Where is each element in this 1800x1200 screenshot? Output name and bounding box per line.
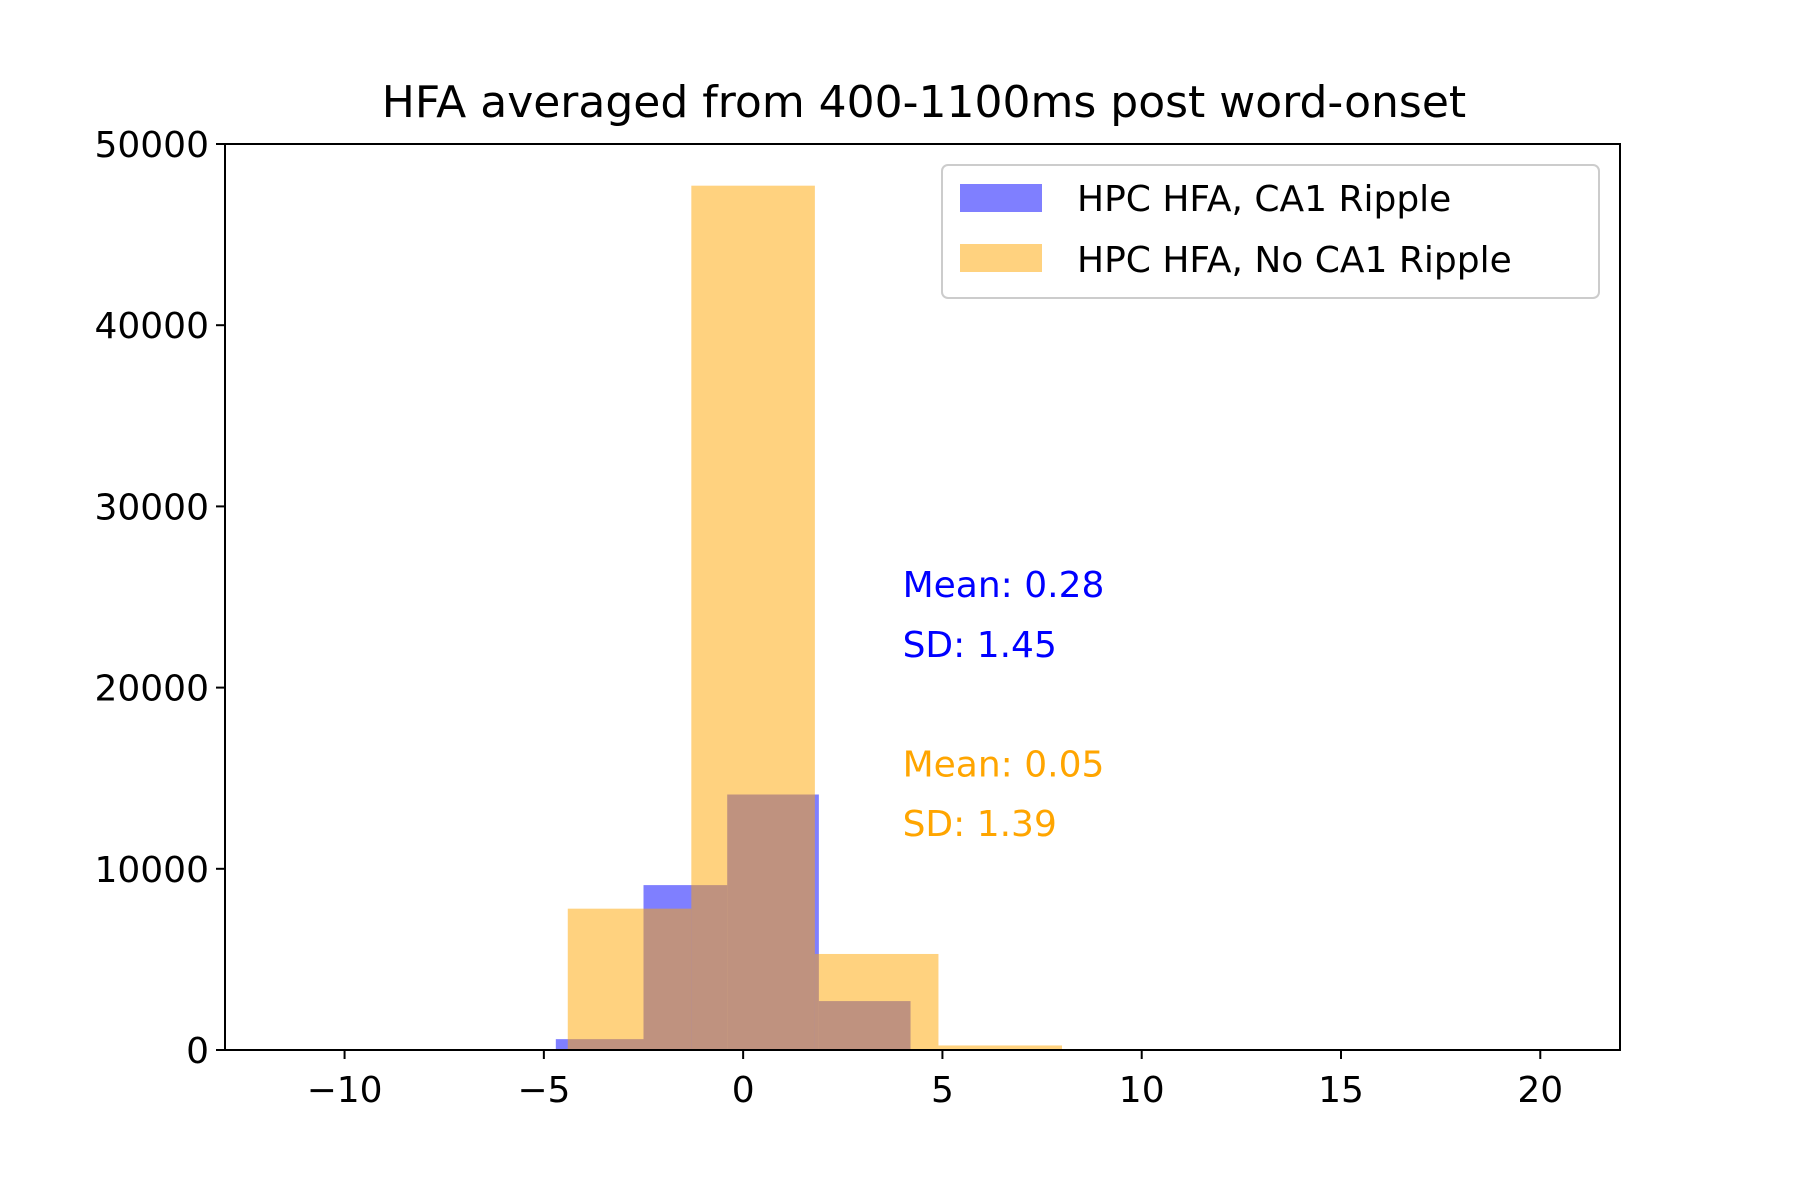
y-tick-label-4: 40000 bbox=[94, 306, 209, 347]
y-tick-label-5: 50000 bbox=[94, 125, 209, 166]
stat-annotation-3: SD: 1.39 bbox=[903, 804, 1057, 845]
stat-annotation-2: Mean: 0.05 bbox=[903, 744, 1105, 785]
x-tick-label-3: 5 bbox=[931, 1070, 954, 1111]
bars-layer bbox=[444, 185, 1062, 1050]
histogram-bar-series-1-bin-4 bbox=[938, 1045, 1062, 1050]
legend-label-ca1-ripple: HPC HFA, CA1 Ripple bbox=[1077, 179, 1451, 220]
x-tick-label-5: 15 bbox=[1318, 1070, 1364, 1111]
stat-annotation-0: Mean: 0.28 bbox=[903, 565, 1105, 606]
x-tick-label-2: 0 bbox=[732, 1070, 755, 1111]
y-tick-label-0: 0 bbox=[186, 1031, 209, 1072]
x-tick-label-0: −10 bbox=[307, 1070, 383, 1111]
legend-swatch-no-ca1-ripple bbox=[960, 244, 1042, 272]
histogram-bar-series-1-bin-1 bbox=[567, 908, 692, 1050]
y-tick-label-1: 10000 bbox=[94, 850, 209, 891]
x-tick-label-4: 10 bbox=[1119, 1070, 1165, 1111]
histogram-bar-series-1-bin-2 bbox=[691, 185, 815, 1050]
x-tick-label-1: −5 bbox=[517, 1070, 570, 1111]
legend-label-no-ca1-ripple: HPC HFA, No CA1 Ripple bbox=[1077, 240, 1512, 281]
x-axis: −10 −5 0 5 10 15 20 bbox=[307, 1050, 1563, 1111]
stat-annotation-1: SD: 1.45 bbox=[903, 625, 1057, 666]
legend: HPC HFA, CA1 Ripple HPC HFA, No CA1 Ripp… bbox=[941, 164, 1600, 299]
y-tick-label-2: 20000 bbox=[94, 669, 209, 710]
legend-swatch-ca1-ripple bbox=[960, 184, 1042, 212]
plot-frame bbox=[224, 143, 1621, 1051]
y-axis: 0 10000 20000 30000 40000 50000 bbox=[94, 125, 225, 1072]
histogram-bar-series-1-bin-3 bbox=[814, 953, 939, 1050]
x-tick-label-6: 20 bbox=[1517, 1070, 1563, 1111]
legend-box bbox=[941, 164, 1600, 299]
chart-title: HFA averaged from 400-1100ms post word-o… bbox=[382, 77, 1466, 128]
annotations-layer: Mean: 0.28 SD: 1.45 Mean: 0.05 SD: 1.39 bbox=[903, 565, 1105, 845]
y-tick-label-3: 30000 bbox=[94, 487, 209, 528]
